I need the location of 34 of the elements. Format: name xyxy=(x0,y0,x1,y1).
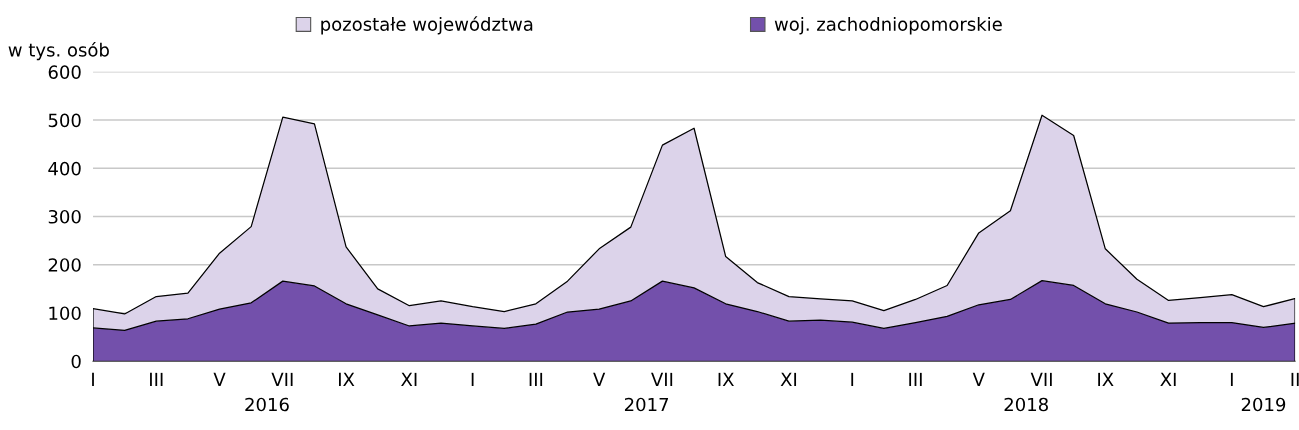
text: 2018 xyxy=(1004,397,1048,412)
y-axis-title: w tys. osób xyxy=(8,42,109,61)
y-tick-label: 400 xyxy=(48,161,81,176)
x-tick-label: I xyxy=(1230,372,1233,387)
x-tick-label: III xyxy=(150,372,163,387)
x-tick-label: V xyxy=(593,372,606,387)
x-tick-label: VII xyxy=(651,372,673,387)
y-tick-label: 200 xyxy=(48,258,81,272)
y-tick-label: 0 xyxy=(71,354,81,369)
x-tick-label: III xyxy=(529,372,543,387)
x-tick-label: XI xyxy=(401,372,417,387)
x-tick-label: VII xyxy=(271,372,293,387)
x-tick-label: III xyxy=(909,372,922,387)
x-tick-label: I xyxy=(471,372,474,387)
y-tick-label: 100 xyxy=(49,306,81,321)
x-tick-label: I xyxy=(851,372,854,387)
x-tick-label: XI xyxy=(780,372,797,387)
text: 2019 xyxy=(1241,397,1286,412)
x-tick-label: IX xyxy=(718,372,734,387)
text: 2016 xyxy=(245,397,289,412)
x-tick-label: I xyxy=(92,372,94,387)
legend-label: woj. zachodniopomorskie xyxy=(774,16,1002,35)
x-tick-label: VII xyxy=(1030,372,1052,387)
x-tick-label: XI xyxy=(1160,372,1176,387)
x-tick-label: IX xyxy=(339,372,355,387)
x-tick-label: II xyxy=(1291,372,1299,387)
legend-label: pozostałe województwa xyxy=(321,16,533,35)
x-tick-label: V xyxy=(972,372,985,387)
text: 2017 xyxy=(624,397,669,412)
x-tick-label: V xyxy=(213,372,226,387)
y-tick-label: 500 xyxy=(48,113,81,128)
x-tick-label: IX xyxy=(1098,372,1114,387)
y-tick-label: 600 xyxy=(48,65,81,79)
y-tick-label: 300 xyxy=(48,209,81,224)
